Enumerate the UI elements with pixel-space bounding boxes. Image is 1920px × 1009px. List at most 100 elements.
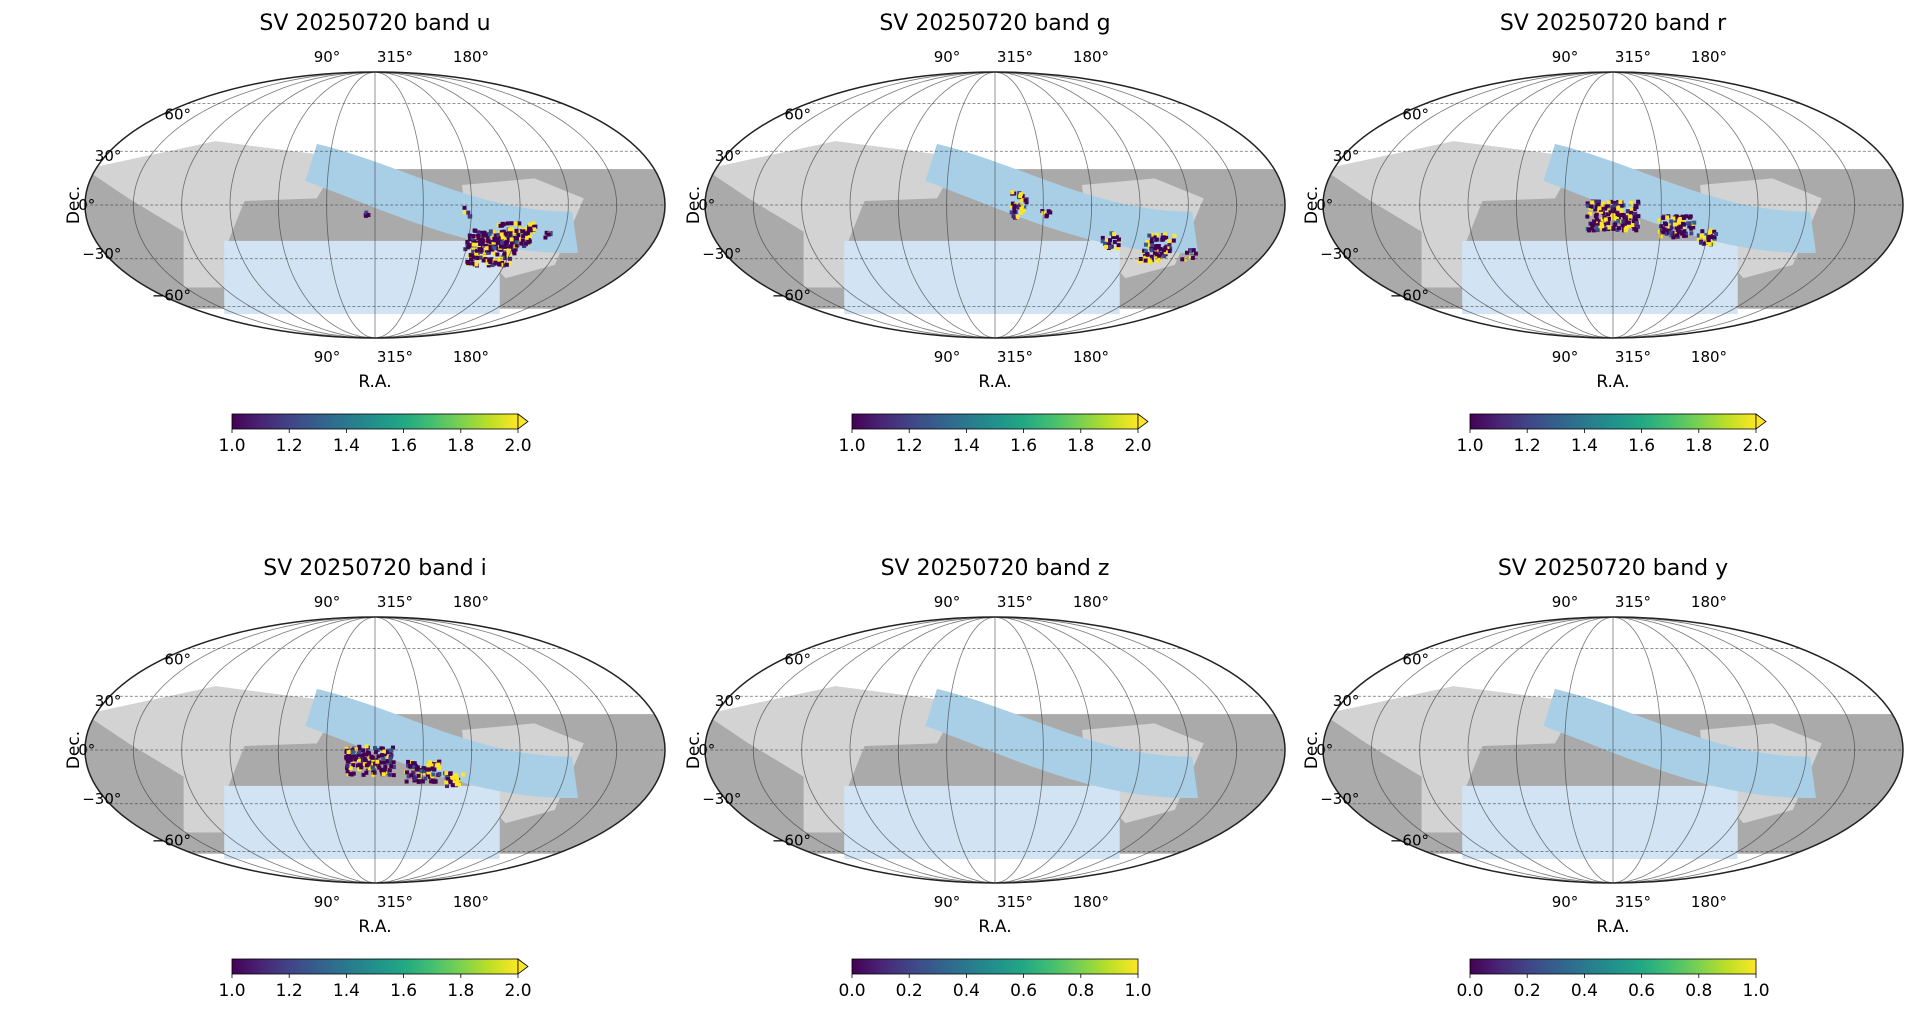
coverage-pixel	[426, 767, 431, 772]
ra-gridline	[1612, 72, 1711, 338]
coverage-pixel	[1678, 225, 1683, 230]
coverage-pixel	[514, 228, 519, 233]
coverage-cluster-3	[1137, 232, 1177, 265]
coverage-pixel	[383, 764, 388, 769]
dec-tick-label: 30°	[715, 692, 742, 710]
coverage-pixel	[1678, 217, 1683, 222]
coverage-pixel	[364, 744, 369, 749]
coverage-pixel	[474, 262, 479, 267]
coverage-pixel	[413, 776, 418, 781]
coverage-pixel	[1149, 248, 1154, 253]
dec-tick-label: −60°	[772, 286, 811, 304]
colorbar-tick-label: 1.8	[447, 981, 474, 1001]
coverage-pixel	[490, 247, 495, 252]
coverage-pixel	[1150, 237, 1155, 242]
coverage-pixel	[1609, 210, 1614, 215]
x-axis-label: R.A.	[1596, 372, 1629, 392]
colorbar-gradient	[1469, 958, 1757, 975]
colorbar-tick-label: 0.0	[838, 981, 865, 1001]
colorbar: 1.0 1.2 1.4 1.6 1.8 2.0	[218, 958, 532, 1001]
south-survey-region	[1462, 240, 1738, 315]
coverage-pixel	[364, 210, 369, 215]
ra-tick-label-bottom: 315°	[997, 348, 1033, 366]
ra-tick-label-bottom: 90°	[314, 348, 341, 366]
coverage-pixel	[385, 759, 390, 764]
ra-gridline	[849, 72, 996, 338]
coverage-pixel	[521, 229, 526, 234]
coverage-pixel	[503, 244, 508, 249]
coverage-pixel	[482, 254, 487, 259]
coverage-pixel	[528, 228, 533, 233]
coverage-pixel	[1103, 241, 1108, 246]
colorbar-tick-label: 1.8	[1067, 436, 1094, 456]
coverage-pixel	[1632, 219, 1637, 224]
coverage-pixel	[519, 241, 524, 246]
coverage-pixel	[1585, 201, 1590, 206]
coverage-pixel	[1590, 200, 1595, 205]
coverage-pixel	[426, 772, 431, 777]
ra-tick-label-top: 315°	[1615, 593, 1651, 611]
dec-tick-label: 30°	[1333, 692, 1360, 710]
coverage-pixel	[477, 238, 482, 243]
coverage-pixel	[1682, 229, 1687, 234]
coverage-pixel	[497, 240, 502, 245]
coverage-pixel	[1681, 216, 1686, 221]
coverage-pixel	[1147, 233, 1152, 238]
ra-tick-label-top: 180°	[453, 48, 489, 66]
coverage-pixel	[1018, 192, 1023, 197]
colorbar-tick-label: 2.0	[1742, 436, 1769, 456]
coverage-pixel	[453, 772, 458, 777]
south-survey-region	[224, 240, 500, 315]
coverage-pixel	[505, 221, 510, 226]
x-axis-label: R.A.	[1596, 917, 1629, 937]
coverage-pixel	[1622, 223, 1627, 228]
coverage-pixel	[1701, 241, 1706, 246]
coverage-pixel	[1669, 233, 1674, 238]
coverage-pixel	[1111, 235, 1116, 240]
coverage-pixel	[388, 756, 393, 761]
coverage-pixel	[1018, 194, 1023, 199]
coverage-pixel	[1688, 214, 1693, 219]
coverage-pixel	[1702, 235, 1707, 240]
coverage-pixel	[1609, 199, 1614, 204]
ra-tick-label-top: 90°	[314, 593, 341, 611]
coverage-pixel	[372, 770, 377, 775]
colorbar-extend-arrow	[1137, 413, 1149, 430]
ra-gridline	[1612, 72, 1856, 338]
coverage-pixel	[1100, 235, 1105, 240]
coverage-pixel	[1616, 206, 1621, 211]
panel-5: SV 20250720 band y 90° 90° 315° 315° 180° 180°…	[1302, 556, 1904, 1001]
ra-gridline	[994, 617, 1044, 883]
dec-tick-label: −30°	[82, 245, 121, 263]
colorbar-tick-label: 2.0	[504, 436, 531, 456]
coverage-pixel	[377, 765, 382, 770]
colorbar-tick-label: 1.0	[1124, 981, 1151, 1001]
panel-title: SV 20250720 band i	[263, 556, 486, 581]
coverage-pixel	[366, 213, 371, 218]
coverage-pixel	[1711, 241, 1716, 246]
ra-gridline	[1515, 617, 1614, 883]
coverage-pixel	[1671, 235, 1676, 240]
coverage-pixel	[1607, 216, 1612, 221]
coverage-pixel	[1107, 242, 1112, 247]
colorbar-gradient	[851, 413, 1139, 430]
coverage-pixel	[437, 765, 442, 770]
coverage-cluster-1	[492, 221, 538, 251]
coverage-pixel	[501, 263, 506, 268]
coverage-pixel	[505, 239, 510, 244]
coverage-pixel	[546, 232, 551, 237]
coverage-pixel	[491, 242, 496, 247]
coverage-pixel	[381, 756, 386, 761]
ra-gridline	[277, 72, 376, 338]
coverage-pixel	[1166, 239, 1171, 244]
coverage-pixel	[1137, 259, 1142, 264]
coverage-pixel	[1114, 235, 1119, 240]
coverage-pixel	[380, 746, 385, 751]
coverage-pixel	[1614, 216, 1619, 221]
coverage-pixel	[486, 261, 491, 266]
coverage-pixel	[496, 257, 501, 262]
coverage-pixel	[1594, 217, 1599, 222]
coverage-pixel	[1594, 225, 1599, 230]
coverage-pixel	[1618, 199, 1623, 204]
coverage-pixel	[420, 779, 425, 784]
